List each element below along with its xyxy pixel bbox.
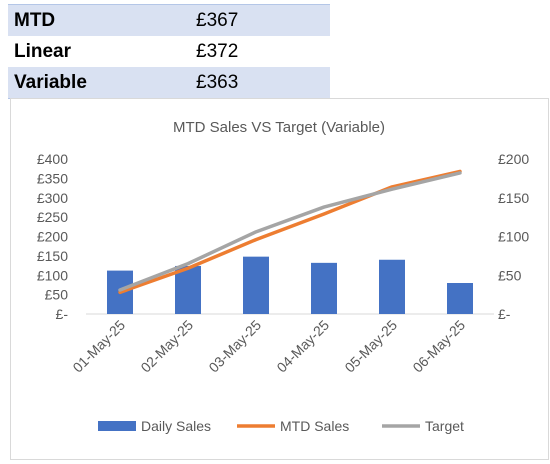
summary-value: £363 xyxy=(190,67,330,99)
summary-value: £367 xyxy=(190,4,330,36)
summary-row-mtd: MTD £367 xyxy=(8,4,330,36)
summary-row-linear: Linear £372 xyxy=(8,36,330,67)
x-tick-label: 01-May-25 xyxy=(69,317,128,376)
y-primary-tick-label: £400 xyxy=(37,151,68,167)
chart-title: MTD Sales VS Target (Variable) xyxy=(173,119,385,136)
bar-daily-sales xyxy=(311,262,337,314)
x-tick-label: 06-May-25 xyxy=(409,317,468,376)
summary-label: Variable xyxy=(8,67,190,99)
legend-swatch-daily-sales xyxy=(98,421,136,431)
y-primary-tick-label: £300 xyxy=(37,190,68,206)
y-primary-tick-label: £200 xyxy=(37,229,68,245)
y-secondary-tick-label: £200 xyxy=(498,151,529,167)
summary-row-variable: Variable £363 xyxy=(8,67,330,99)
bar-daily-sales xyxy=(175,265,201,314)
lines-layer xyxy=(118,169,462,295)
summary-label: MTD xyxy=(8,4,190,36)
y-secondary-tick-label: £- xyxy=(498,306,511,322)
legend-label-target: Target xyxy=(425,418,464,434)
bar-daily-sales xyxy=(379,259,405,314)
bars-layer xyxy=(107,256,473,314)
y-secondary-tick-label: £100 xyxy=(498,229,529,245)
summary-value: £372 xyxy=(196,40,239,62)
summary-label: Linear xyxy=(14,40,72,62)
y-primary-tick-label: £100 xyxy=(37,267,68,283)
y-secondary-tick-label: £150 xyxy=(498,190,529,206)
axes-layer: £- £50 £100 £150 £200 £250 £300 £350 £400 £- £50 £1… xyxy=(37,151,530,375)
x-tick-label: 04-May-25 xyxy=(273,317,332,376)
legend-label-mtd-sales: MTD Sales xyxy=(280,418,349,434)
y-secondary-tick-label: £50 xyxy=(498,267,522,283)
y-primary-tick-label: £- xyxy=(56,306,69,322)
line-mtd-sales xyxy=(118,169,462,295)
chart-area[interactable]: MTD Sales VS Target (Variable) £- £50 £100… xyxy=(10,98,549,460)
y-primary-tick-label: £150 xyxy=(37,248,68,264)
line-target xyxy=(118,171,462,292)
chart-svg: MTD Sales VS Target (Variable) £- £50 £100… xyxy=(37,119,530,434)
x-tick-label: 03-May-25 xyxy=(205,317,264,376)
bar-daily-sales xyxy=(243,256,269,314)
summary-table: MTD £367 Linear £372 Variable £363 xyxy=(8,4,330,99)
legend: Daily Sales MTD Sales Target xyxy=(98,418,464,434)
x-tick-label: 02-May-25 xyxy=(137,317,196,376)
y-primary-tick-label: £50 xyxy=(45,287,69,303)
bar-daily-sales xyxy=(447,283,473,314)
y-primary-tick-label: £350 xyxy=(37,170,68,186)
legend-label-daily-sales: Daily Sales xyxy=(141,418,211,434)
y-primary-tick-label: £250 xyxy=(37,209,68,225)
x-tick-label: 05-May-25 xyxy=(341,317,400,376)
